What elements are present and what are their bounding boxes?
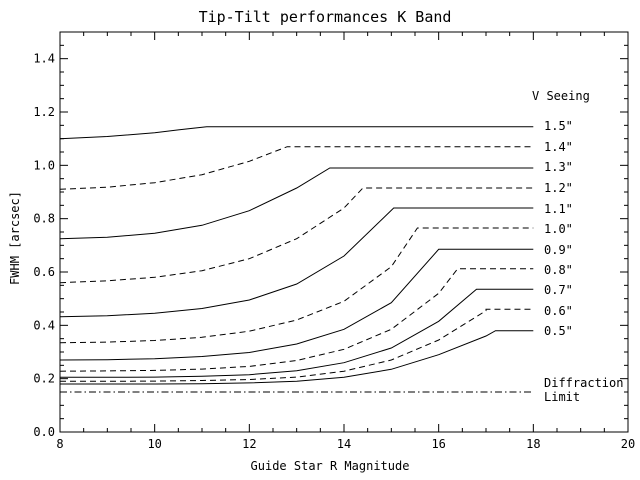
- chart-title: Tip-Tilt performances K Band: [199, 8, 452, 26]
- series-line: [60, 288, 534, 378]
- x-tick-label: 18: [526, 437, 540, 451]
- series-label: 0.5": [544, 324, 573, 338]
- series-label: 0.9": [544, 243, 573, 257]
- x-tick-label: 20: [621, 437, 635, 451]
- x-tick-label: 8: [56, 437, 63, 451]
- x-tick-label: 14: [337, 437, 351, 451]
- reference-label-line-2: Limit: [544, 390, 580, 404]
- series-label: 1.4": [544, 140, 573, 154]
- y-tick-label: 0.4: [33, 318, 55, 332]
- series-lines: [59, 126, 534, 393]
- x-tick-label: 16: [431, 437, 445, 451]
- series-line: [59, 187, 534, 284]
- series-line: [59, 126, 534, 140]
- axis-ticks: 8 10 12 14 16 18 20 0.0 0.2 0.4 0.6 0.8 1.0 1.2 1.4: [33, 31, 635, 451]
- series-line: [60, 308, 534, 382]
- y-tick-label: 0.8: [33, 212, 55, 226]
- series-label: 1.2": [544, 181, 573, 195]
- y-tick-label: 0.0: [33, 425, 55, 439]
- y-tick-label: 0.2: [33, 372, 55, 386]
- x-tick-label: 12: [242, 437, 256, 451]
- series-line: [59, 167, 534, 240]
- series-line: [59, 146, 534, 190]
- series-label: 0.7": [544, 283, 573, 297]
- series-label: 1.3": [544, 160, 573, 174]
- series-label: 1.5": [544, 119, 573, 133]
- series-label: 0.6": [544, 304, 573, 318]
- y-tick-label: 0.6: [33, 265, 55, 279]
- series-label: 0.8": [544, 263, 573, 277]
- series-line: [59, 227, 534, 344]
- series-line: [60, 330, 534, 385]
- y-axis-label: FWHM [arcsec]: [8, 191, 22, 285]
- x-tick-label: 10: [147, 437, 161, 451]
- y-tick-label: 1.4: [33, 52, 55, 66]
- legend-title: V Seeing: [532, 89, 590, 103]
- reference-label-line-1: Diffraction: [544, 376, 623, 390]
- y-tick-label: 1.2: [33, 105, 55, 119]
- series-line: [59, 207, 534, 318]
- series-labels: 1.5" 1.4" 1.3" 1.2" 1.1" 1.0" 0.9" 0.8" 0.7" 0.6"…: [544, 119, 573, 338]
- x-axis-label: Guide Star R Magnitude: [251, 459, 410, 473]
- series-label: 1.0": [544, 222, 573, 236]
- y-tick-label: 1.0: [33, 158, 55, 172]
- series-line: [59, 248, 534, 361]
- series-label: 1.1": [544, 202, 573, 216]
